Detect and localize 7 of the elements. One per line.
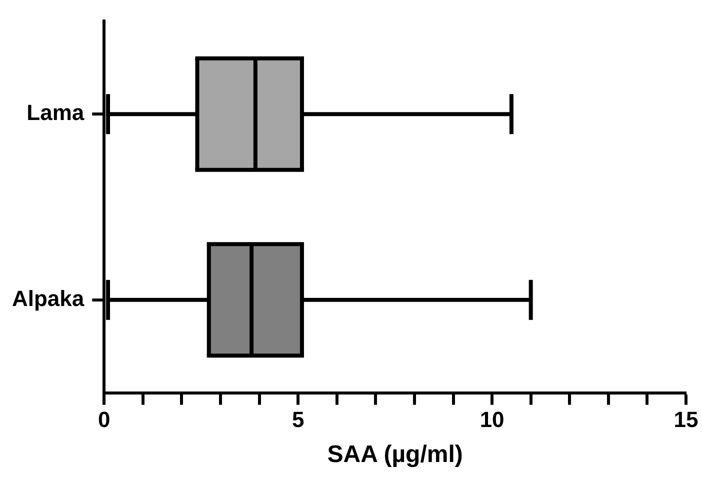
x-tick-label: 15: [674, 407, 698, 432]
x-tick-label: 10: [480, 407, 504, 432]
y-tick-label: Alpaka: [12, 286, 85, 311]
x-tick-label: 5: [292, 407, 304, 432]
y-tick-label: Lama: [26, 100, 85, 126]
x-tick-label: 0: [98, 407, 110, 432]
x-axis-title: SAA (µg/ml): [327, 441, 463, 468]
